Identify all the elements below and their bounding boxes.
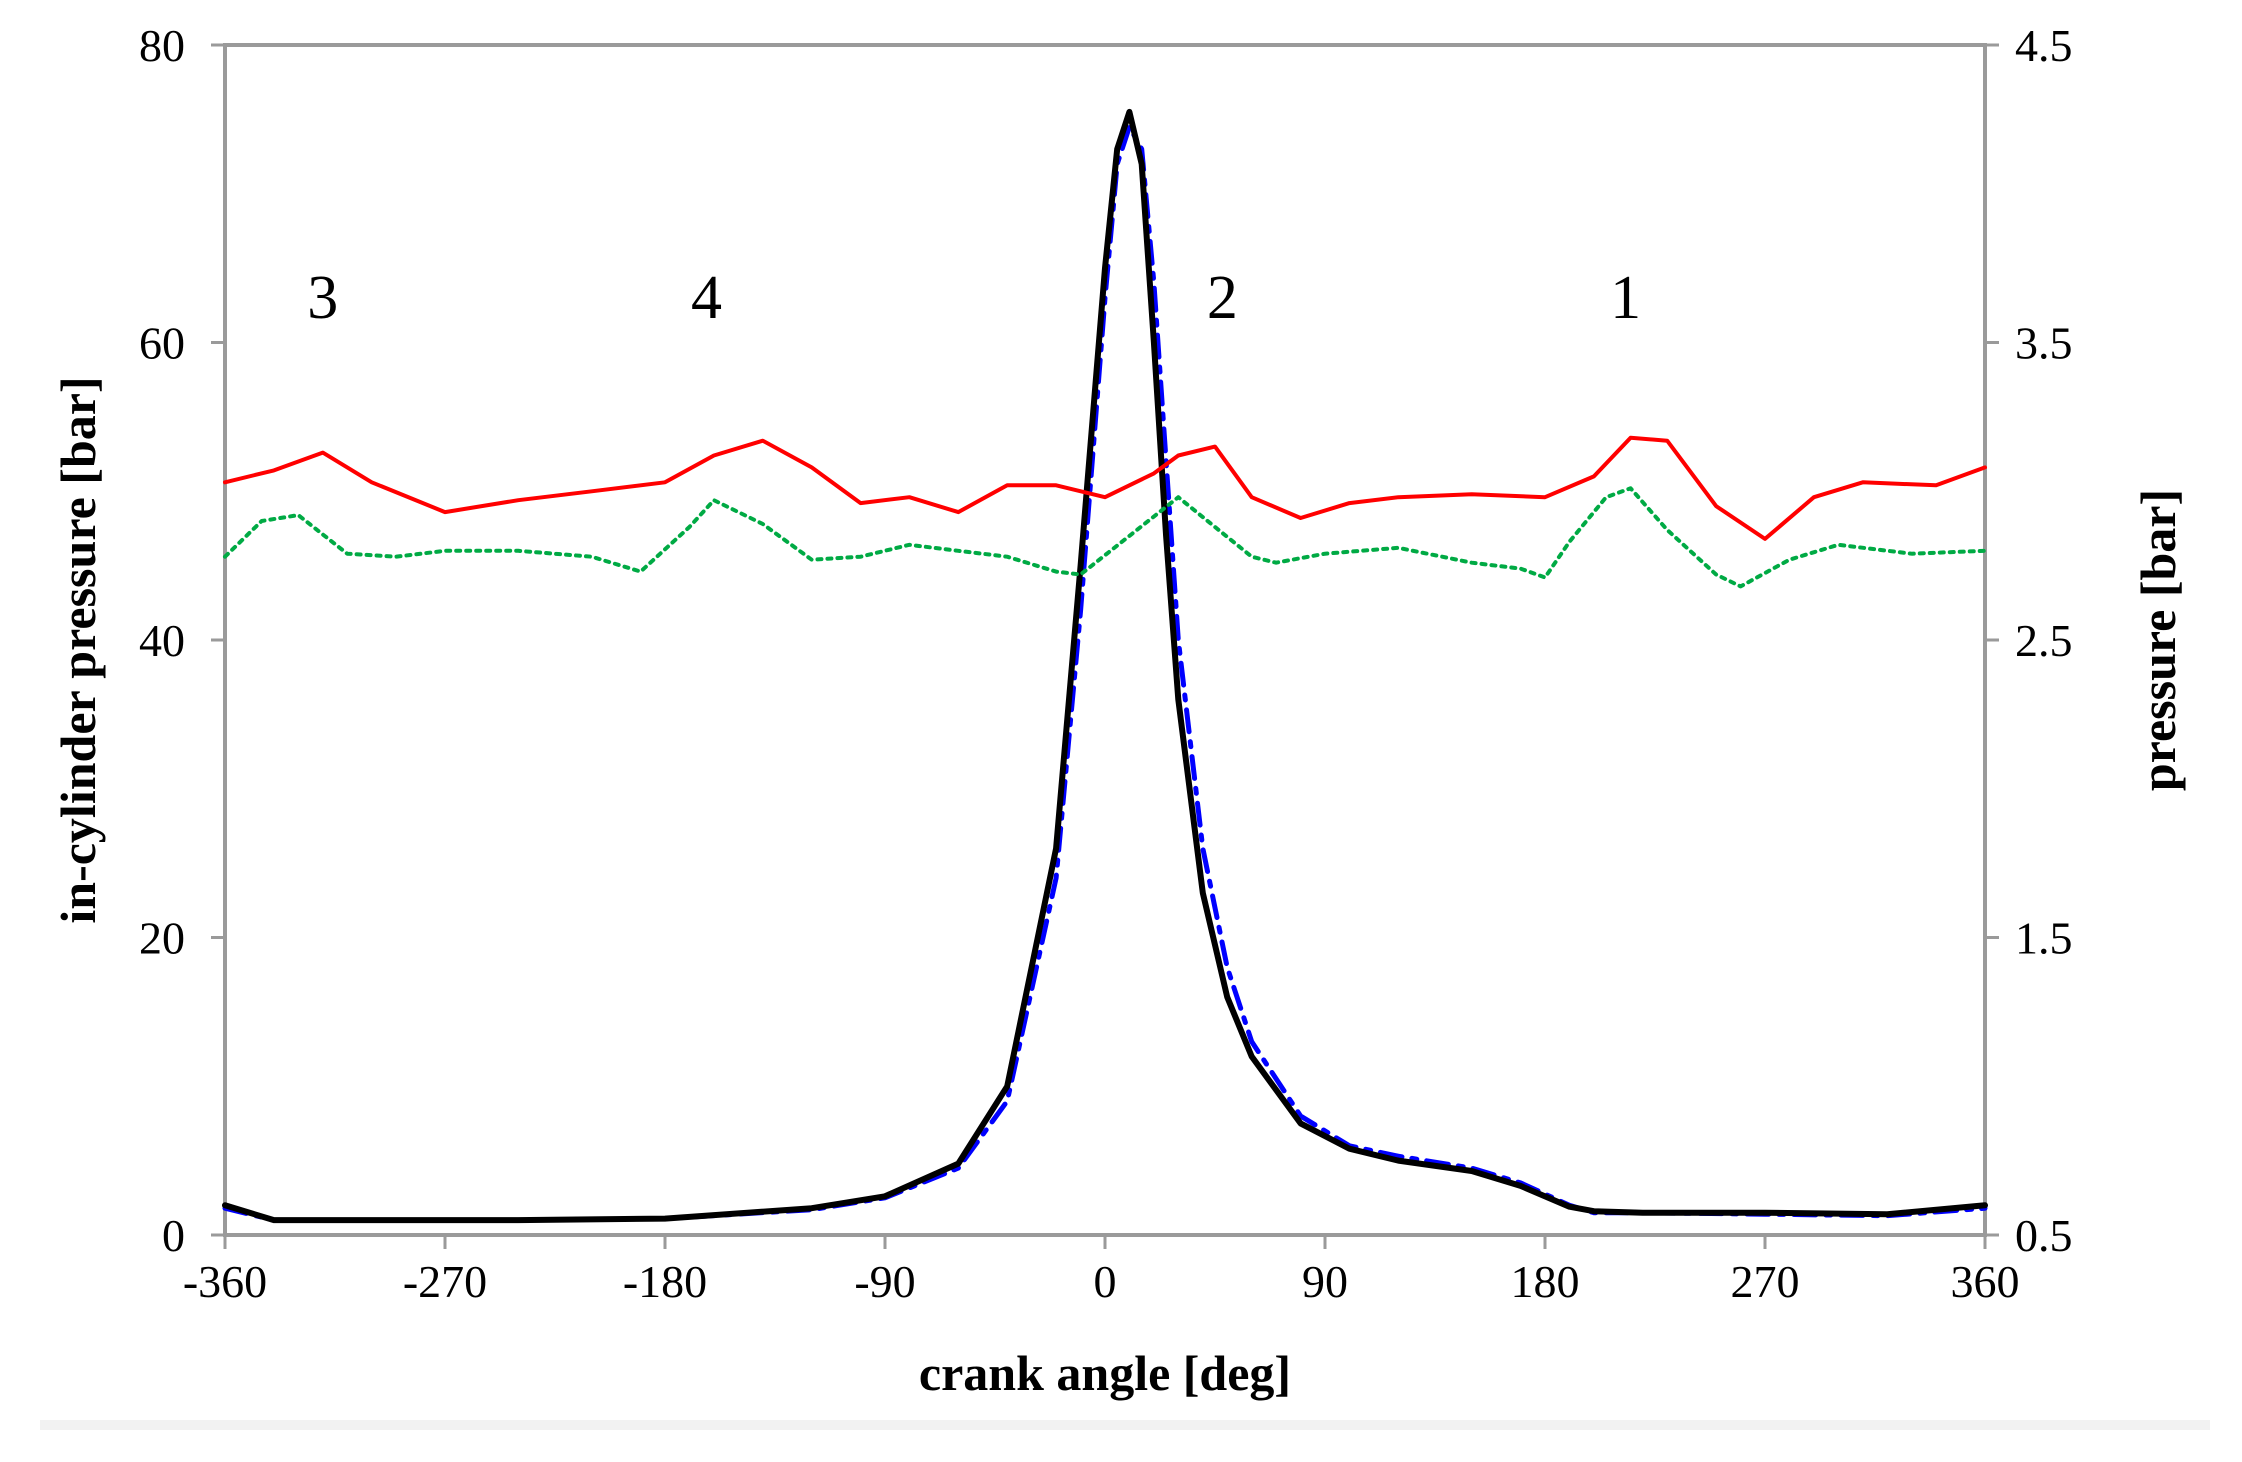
- series-line-3: [223, 435, 1987, 541]
- x-tick-label: -180: [623, 1256, 707, 1307]
- series-line-4: [223, 486, 1987, 589]
- cylinder-annotation: 1: [1610, 264, 1641, 332]
- series-line-2: [222, 108, 1988, 1224]
- y-tick-label-left: 80: [139, 20, 185, 71]
- y-axis-title-right: pressure [bar]: [2130, 489, 2186, 791]
- y-tick-label-right: 3.5: [2015, 318, 2073, 369]
- x-tick-label: 0: [1094, 1256, 1117, 1307]
- x-tick-label: -270: [403, 1256, 487, 1307]
- y-tick-label-right: 1.5: [2015, 913, 2073, 964]
- x-tick-label: -360: [183, 1256, 267, 1307]
- x-tick-label: 360: [1951, 1256, 2020, 1307]
- bottom-band: [40, 1420, 2210, 1430]
- ticks-layer: -360 -270 -180 -90 0 90 180 270 360 0 20 40 60 80 0.5 1…: [139, 20, 2073, 1307]
- y-axis-title-left: in-cylinder pressure [bar]: [50, 376, 106, 923]
- x-tick-label: -90: [854, 1256, 915, 1307]
- cylinder-annotation: 2: [1207, 264, 1238, 332]
- y-tick-label-right: 4.5: [2015, 20, 2073, 71]
- y-tick-label-right: 2.5: [2015, 615, 2073, 666]
- y-tick-label-left: 0: [162, 1210, 185, 1261]
- cylinder-annotation: 3: [307, 264, 338, 332]
- y-tick-label-left: 20: [139, 913, 185, 964]
- plot-frame: [223, 43, 1987, 1237]
- y-tick-label-left: 40: [139, 615, 185, 666]
- x-tick-label: 90: [1302, 1256, 1348, 1307]
- x-tick-label: 270: [1731, 1256, 1800, 1307]
- y-tick-label-right: 0.5: [2015, 1210, 2073, 1261]
- labels-layer: 3 4 2 1: [307, 264, 1641, 332]
- cylinder-annotation: 4: [691, 264, 722, 332]
- series-layer: [222, 108, 1988, 1224]
- y-tick-label-left: 60: [139, 318, 185, 369]
- x-axis-title: crank angle [deg]: [919, 1345, 1291, 1401]
- x-tick-label: 180: [1511, 1256, 1580, 1307]
